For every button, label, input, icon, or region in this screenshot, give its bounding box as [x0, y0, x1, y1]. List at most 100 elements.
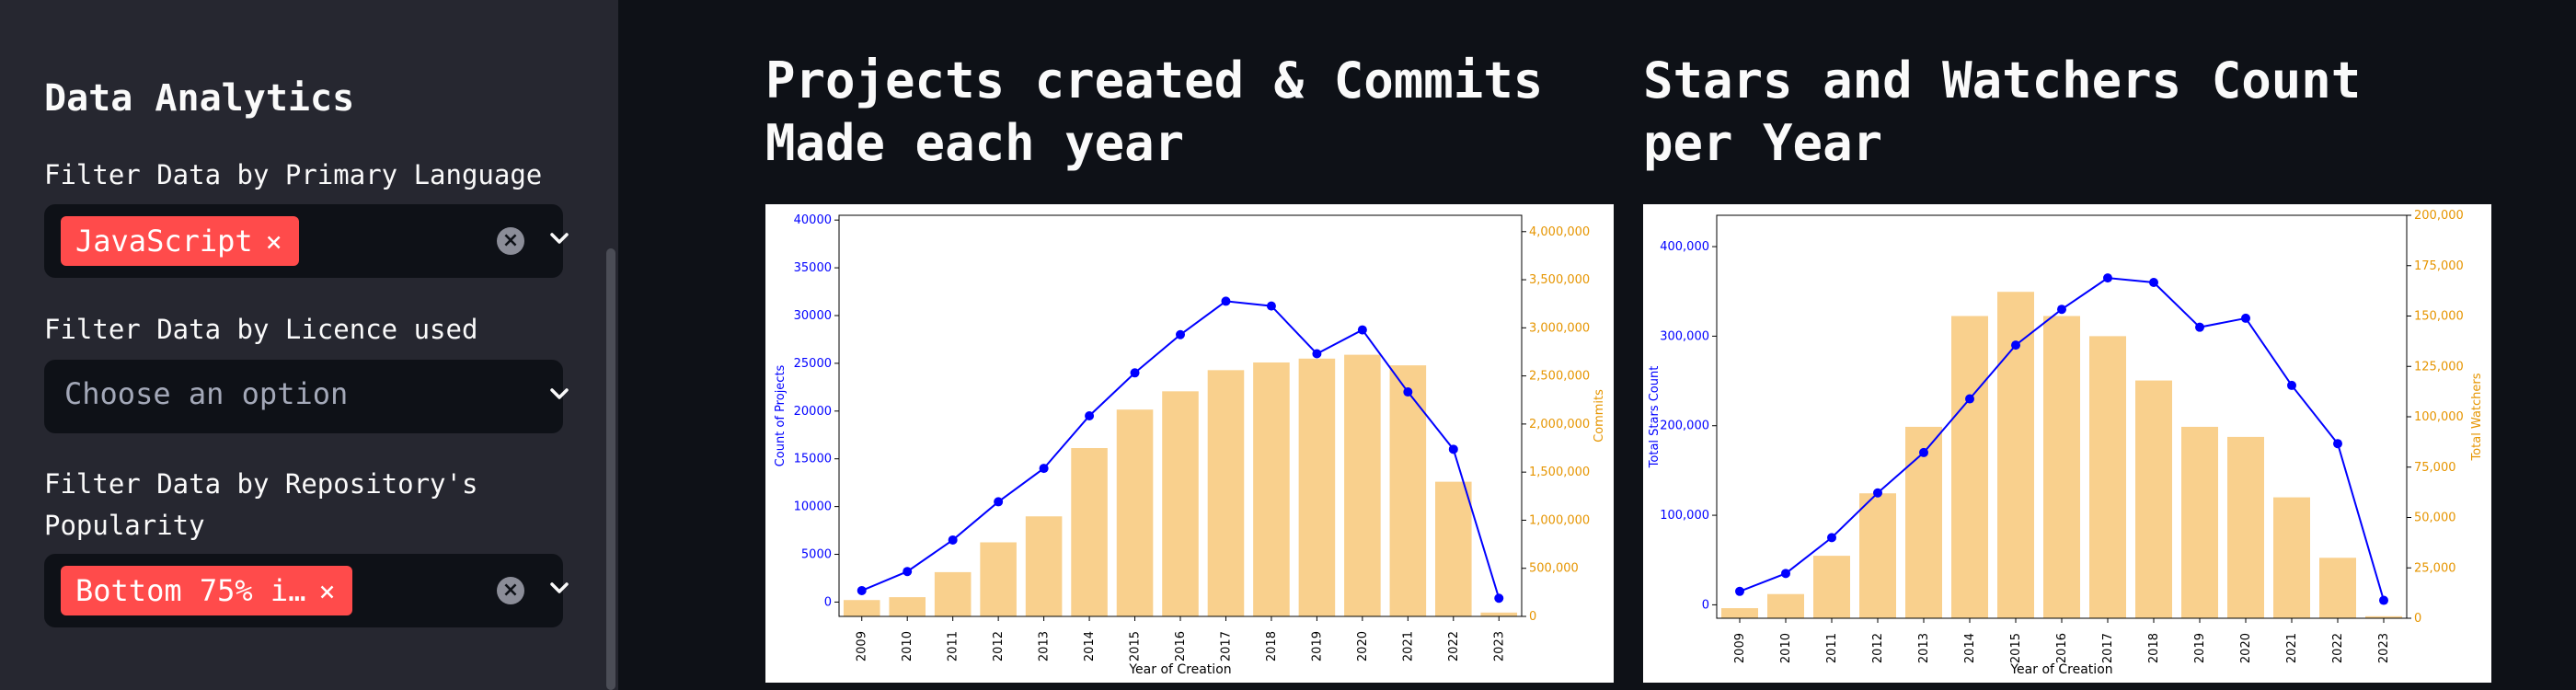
x-tick-label: 2018 [2147, 633, 2161, 663]
bar-2014 [1071, 448, 1108, 616]
point-2020 [1357, 325, 1367, 335]
chevron-down-icon[interactable] [546, 380, 573, 408]
y-axis-label: Count of Projects [774, 364, 788, 466]
popularity-label-line2: Popularity [44, 510, 205, 541]
bar-2020 [1344, 354, 1381, 616]
point-2018 [1266, 301, 1276, 311]
x-tick-label: 2016 [2055, 633, 2069, 663]
point-2009 [1735, 586, 1744, 596]
bar-2023 [1480, 612, 1518, 616]
bar-2010 [889, 597, 926, 616]
stars-watchers-chart-svg: 0 100,000 200,000 300,000 400,000 0 25,000 50,0… [1648, 209, 2484, 677]
y2-tick-label: 50,000 [2414, 512, 2456, 525]
bar-2011 [934, 571, 972, 616]
sidebar: Data Analytics Filter Data by Primary La… [0, 0, 618, 690]
x-tick-label: 2011 [947, 631, 960, 661]
x-tick-label: 2020 [2239, 633, 2253, 663]
x-axis-label: Year of Creation [1128, 662, 1231, 677]
y-tick-label: 400,000 [1660, 240, 1709, 254]
x-tick-label: 2014 [1963, 633, 1977, 663]
y-axis-label: Total Stars Count [1648, 366, 1662, 469]
y2-tick-label: 100,000 [2414, 410, 2464, 424]
x-tick-label: 2010 [901, 631, 914, 661]
point-2016 [2057, 305, 2066, 315]
point-2022 [2333, 439, 2342, 449]
x-tick-label: 2017 [1219, 631, 1233, 661]
point-2014 [1085, 411, 1095, 420]
bar-2023 [2365, 615, 2402, 618]
y-tick-label: 5000 [801, 548, 832, 562]
bar-2020 [2227, 436, 2264, 618]
point-2010 [903, 567, 913, 577]
projects-commits-chart-svg: 0 5000 10000 15000 20000 25000 30000 35000 40000… [774, 213, 1606, 677]
point-2017 [1221, 296, 1231, 306]
point-2013 [1039, 464, 1049, 474]
point-2011 [1827, 533, 1836, 543]
bar-2009 [1721, 608, 1758, 618]
bar-2017 [2089, 336, 2126, 618]
x-tick-label: 2020 [1356, 631, 1370, 661]
point-2013 [1919, 447, 1928, 457]
popularity-multiselect[interactable]: Bottom 75% i… × × [44, 554, 569, 627]
x-tick-label: 2014 [1083, 631, 1097, 661]
y2-tick-label: 1,000,000 [1529, 513, 1590, 527]
x-tick-label: 2019 [2193, 633, 2207, 663]
y-tick-label: 0 [824, 595, 832, 609]
x-tick-label: 2015 [2009, 633, 2023, 663]
left-chart-title: Projects created & Commits Made each yea… [765, 50, 1543, 175]
left-chart-title-line1: Projects created & Commits [765, 52, 1544, 109]
language-tag: JavaScript × [61, 216, 299, 266]
bar-2021 [2273, 497, 2310, 618]
y2-tick-label: 25,000 [2414, 561, 2456, 575]
chevron-down-icon[interactable] [546, 574, 573, 602]
sidebar-scrollbar[interactable] [606, 248, 615, 690]
point-2014 [1965, 394, 1974, 404]
point-2020 [2241, 313, 2250, 323]
bar-2013 [1025, 516, 1063, 616]
y2-tick-label: 75,000 [2414, 461, 2456, 475]
y2-tick-label: 2,000,000 [1529, 418, 1590, 431]
x-tick-label: 2016 [1174, 631, 1188, 661]
x-tick-label: 2009 [856, 631, 869, 661]
point-2022 [1448, 444, 1458, 454]
x-tick-label: 2011 [1825, 633, 1839, 663]
language-tag-remove-icon[interactable]: × [265, 226, 282, 259]
bar-2022 [1435, 481, 1472, 616]
x-tick-label: 2022 [1447, 631, 1461, 661]
chevron-down-icon[interactable] [546, 224, 573, 252]
x-tick-label: 2012 [1871, 633, 1885, 663]
x-tick-label: 2023 [2377, 633, 2391, 663]
licence-multiselect[interactable]: Choose an option [44, 360, 569, 433]
y2-tick-label: 0 [2414, 612, 2421, 626]
y2-tick-label: 200,000 [2414, 209, 2464, 223]
y2-tick-label: 150,000 [2414, 310, 2464, 324]
y-tick-label: 35000 [794, 261, 832, 275]
bar-2016 [1162, 391, 1199, 616]
language-clear-icon[interactable]: × [497, 227, 524, 255]
y-tick-label: 10000 [794, 500, 832, 514]
point-2021 [1403, 387, 1413, 397]
point-2012 [994, 497, 1004, 507]
point-2019 [1312, 349, 1322, 359]
point-2016 [1176, 329, 1185, 339]
y2-axis-label: Commits [1593, 389, 1606, 443]
language-tag-label: JavaScript [75, 224, 253, 259]
y2-tick-label: 3,500,000 [1529, 273, 1590, 287]
point-2023 [1494, 593, 1504, 604]
point-2015 [1130, 368, 1140, 378]
y-tick-label: 15000 [794, 453, 832, 466]
popularity-tag-remove-icon[interactable]: × [318, 576, 336, 608]
language-multiselect[interactable]: JavaScript × × [44, 204, 569, 278]
bar-2011 [1813, 556, 1850, 618]
bar-2019 [2181, 426, 2218, 618]
y2-tick-label: 4,000,000 [1529, 225, 1590, 239]
x-tick-label: 2019 [1310, 631, 1324, 661]
bar-2018 [1253, 362, 1290, 616]
point-2012 [1873, 488, 1882, 498]
point-2023 [2379, 595, 2388, 605]
right-chart-title: Stars and Watchers Count per Year [1643, 50, 2361, 175]
popularity-clear-icon[interactable]: × [497, 577, 524, 604]
stars-watchers-chart: 0 100,000 200,000 300,000 400,000 0 25,000 50,0… [1643, 204, 2491, 683]
x-tick-label: 2021 [1401, 631, 1415, 661]
point-2015 [2011, 340, 2020, 351]
